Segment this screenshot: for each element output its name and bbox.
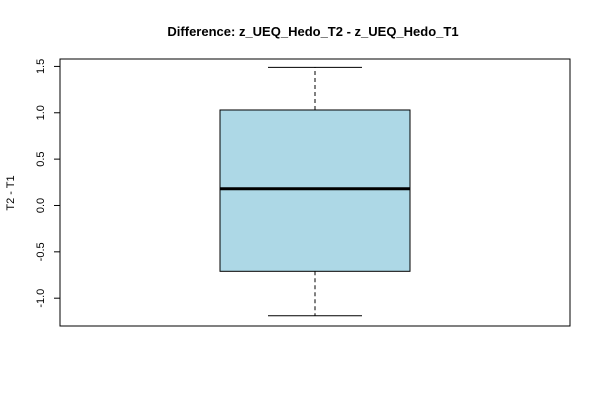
plot-frame — [59, 58, 571, 327]
y-tick-label: -0.5 — [35, 242, 47, 261]
chart-title: Difference: z_UEQ_Hedo_T2 - z_UEQ_Hedo_T… — [167, 24, 458, 39]
interquartile-box — [219, 109, 411, 272]
y-tick-label: 0.5 — [35, 151, 47, 166]
y-tick-label: 1.5 — [35, 59, 47, 74]
y-tick-label: 0.0 — [35, 198, 47, 213]
y-axis-label: T2 - T1 — [5, 175, 17, 210]
y-tick-label: -1.0 — [35, 289, 47, 308]
y-axis: -1.0 -0.5 0.0 0.5 1.0 1.5 — [35, 59, 60, 308]
y-tick-label: 1.0 — [35, 105, 47, 120]
box-plot — [219, 66, 411, 317]
